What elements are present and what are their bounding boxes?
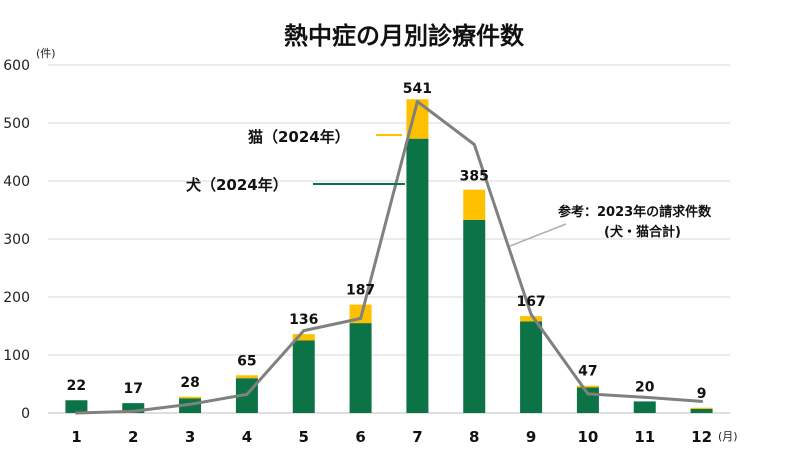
data-label: 65 — [237, 353, 256, 369]
data-labels: 22 17 28 65 136 187 541 385 167 47 20 9 — [67, 81, 707, 402]
ref-2023-point — [472, 142, 476, 146]
x-tick-label: 5 — [299, 428, 309, 446]
bars — [65, 99, 713, 413]
x-tick-label: 10 — [577, 428, 598, 446]
x-tick-label: 8 — [469, 428, 479, 446]
x-tick-label: 11 — [634, 428, 655, 446]
y-tick-label: 600 — [3, 58, 30, 74]
bar-dog — [576, 387, 599, 413]
bar-cat — [520, 316, 543, 322]
data-label: 136 — [289, 312, 318, 328]
ref-2023-point — [359, 316, 363, 320]
x-tick-label: 7 — [412, 428, 422, 446]
bar-dog — [122, 403, 145, 413]
ref-2023-line — [76, 100, 702, 415]
y-tick-label: 300 — [3, 232, 30, 248]
data-label: 187 — [346, 283, 375, 299]
x-tick-label: 3 — [185, 428, 195, 446]
data-label: 541 — [403, 81, 432, 97]
bar-cat — [406, 99, 429, 139]
bar-dog — [292, 340, 315, 413]
dog-series-label: 犬（2024年） — [186, 176, 288, 194]
bar-dog — [349, 323, 372, 413]
ref-2023-point — [302, 329, 306, 333]
chart-title: 熱中症の月別診療件数 — [284, 22, 525, 50]
bar-dog — [520, 321, 543, 413]
y-unit-label: (件) — [36, 47, 56, 60]
data-label: 22 — [67, 378, 86, 394]
bar-dog — [406, 138, 429, 413]
x-tick-labels: 1 2 3 4 5 6 7 8 9 10 11 12 — [71, 428, 712, 446]
ref-2023-point — [415, 100, 419, 104]
data-label: 385 — [460, 169, 489, 185]
bar-cat — [235, 375, 258, 379]
bar-cat — [292, 334, 315, 341]
line-series — [74, 100, 704, 415]
ref-2023-point — [529, 312, 533, 316]
ref-series-sublabel: (犬・猫合計) — [604, 224, 681, 240]
y-tick-label: 200 — [3, 290, 30, 306]
y-tick-labels: 0 100 200 300 400 500 600 — [3, 58, 30, 422]
data-label: 17 — [124, 381, 143, 397]
x-tick-label: 12 — [691, 428, 712, 446]
bar-cat — [576, 385, 599, 388]
ref-2023-point — [188, 402, 192, 406]
x-tick-label: 2 — [128, 428, 138, 446]
data-label: 47 — [578, 364, 597, 380]
y-tick-label: 0 — [21, 406, 30, 422]
ref-2023-point — [74, 411, 78, 415]
ref-label-leader — [509, 223, 567, 247]
ref-2023-point — [700, 399, 704, 403]
data-label: 9 — [697, 386, 707, 402]
data-label: 20 — [635, 379, 655, 395]
series-annotations: 猫（2024年） 犬（2024年） 参考：2023年の請求件数 (犬・猫合計) — [186, 128, 712, 247]
y-tick-label: 500 — [3, 116, 30, 132]
ref-2023-point — [131, 409, 135, 413]
bar-dog — [65, 400, 88, 413]
x-tick-label: 9 — [526, 428, 536, 446]
ref-2023-point — [245, 392, 249, 396]
data-label: 28 — [180, 375, 199, 391]
bar-dog — [690, 408, 713, 413]
ref-2023-point — [643, 395, 647, 399]
x-unit-label: (月) — [718, 430, 738, 443]
bar-cat — [463, 189, 486, 220]
x-tick-label: 4 — [242, 428, 252, 446]
bar-cat — [179, 396, 202, 399]
bar-dog — [463, 219, 486, 413]
bar-dog — [633, 401, 656, 413]
data-label: 167 — [516, 294, 545, 310]
cat-series-label: 猫（2024年） — [248, 128, 350, 146]
ref-2023-point — [586, 392, 590, 396]
gridlines — [48, 64, 730, 414]
y-tick-label: 400 — [3, 174, 30, 190]
x-tick-label: 1 — [71, 428, 81, 446]
x-tick-label: 6 — [355, 428, 365, 446]
bar-cat — [690, 407, 713, 409]
y-tick-label: 100 — [3, 348, 30, 364]
ref-series-label: 参考：2023年の請求件数 — [558, 204, 712, 220]
